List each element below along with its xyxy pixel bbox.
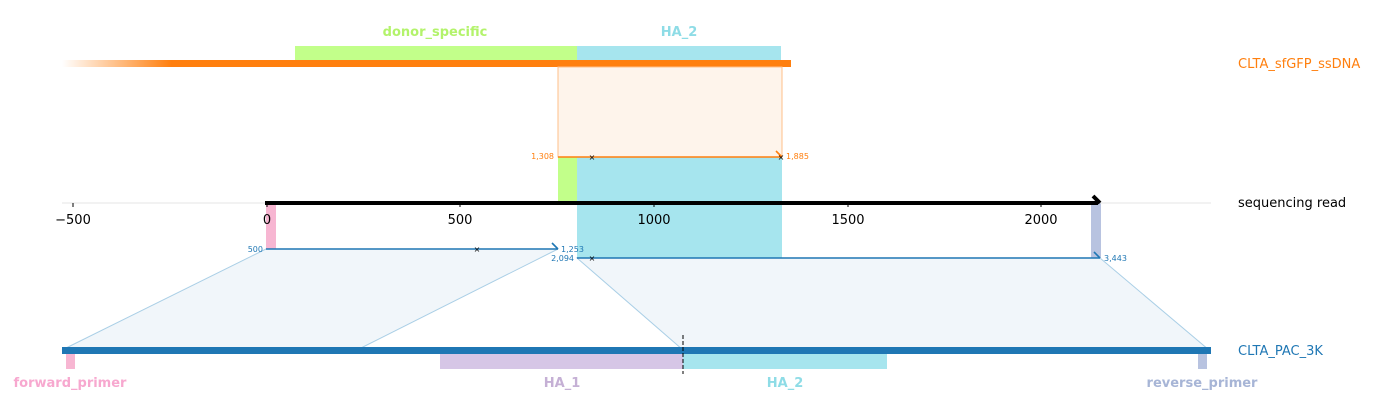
tick-label: 1000 [637,213,670,228]
read-axis-ticks: −500 0 500 1000 1500 2000 [55,203,1058,228]
ha2-label-top: HA_2 [661,25,698,40]
ha2-feature-top [577,46,781,61]
ha2-feature-bottom [683,353,887,369]
forward-primer-label: forward_primer [14,376,128,391]
blue-alignment-2-arrow [1093,251,1101,259]
orange-start-coord: 1,308 [531,152,554,161]
blue-1-start-coord: 500 [248,245,263,254]
sequencing-read-name: sequencing read [1238,196,1346,211]
ha2-projection [577,157,782,258]
orange-cross-1: × [589,153,596,162]
ha2-label-bottom: HA_2 [767,376,804,391]
blue-cross-1: × [474,245,481,254]
orange-alignment-arrow [775,150,783,158]
blue-cross-2: × [589,254,596,263]
top-reference-bar [62,60,791,67]
bottom-mapping-region-2 [575,257,1211,351]
bottom-reference-name: CLTA_PAC_3K [1238,344,1323,359]
forward-primer-feature [66,353,75,369]
reverse-primer-projection [1091,203,1101,258]
donor-specific-projection [558,157,577,202]
donor-specific-feature-top [295,46,577,61]
blue-alignment-1-arrow [551,242,559,250]
bottom-mapping-region-1 [61,248,559,351]
tick-label: 0 [263,213,271,228]
ha1-label: HA_1 [544,376,581,391]
donor-specific-label: donor_specific [383,25,488,40]
sequencing-read-arrowhead [1091,194,1102,205]
bottom-reference-bar [62,347,1211,354]
top-mapping-region [557,66,783,158]
reverse-primer-label: reverse_primer [1147,376,1259,391]
top-reference-name: CLTA_sfGFP_ssDNA [1238,57,1360,72]
blue-2-start-coord: 2,094 [551,254,574,263]
orange-end-coord: 1,885 [786,152,809,161]
blue-2-end-coord: 3,443 [1104,254,1127,263]
forward-primer-projection [266,203,276,249]
orange-cross-2: × [778,153,785,162]
tick-label: 2000 [1024,213,1057,228]
blue-1-end-coord: 1,253 [561,245,584,254]
tick-label: 1500 [831,213,864,228]
ha1-feature [440,353,683,369]
reverse-primer-feature [1198,353,1207,369]
tick-label: 500 [448,213,473,228]
tick-label: −500 [55,213,91,228]
